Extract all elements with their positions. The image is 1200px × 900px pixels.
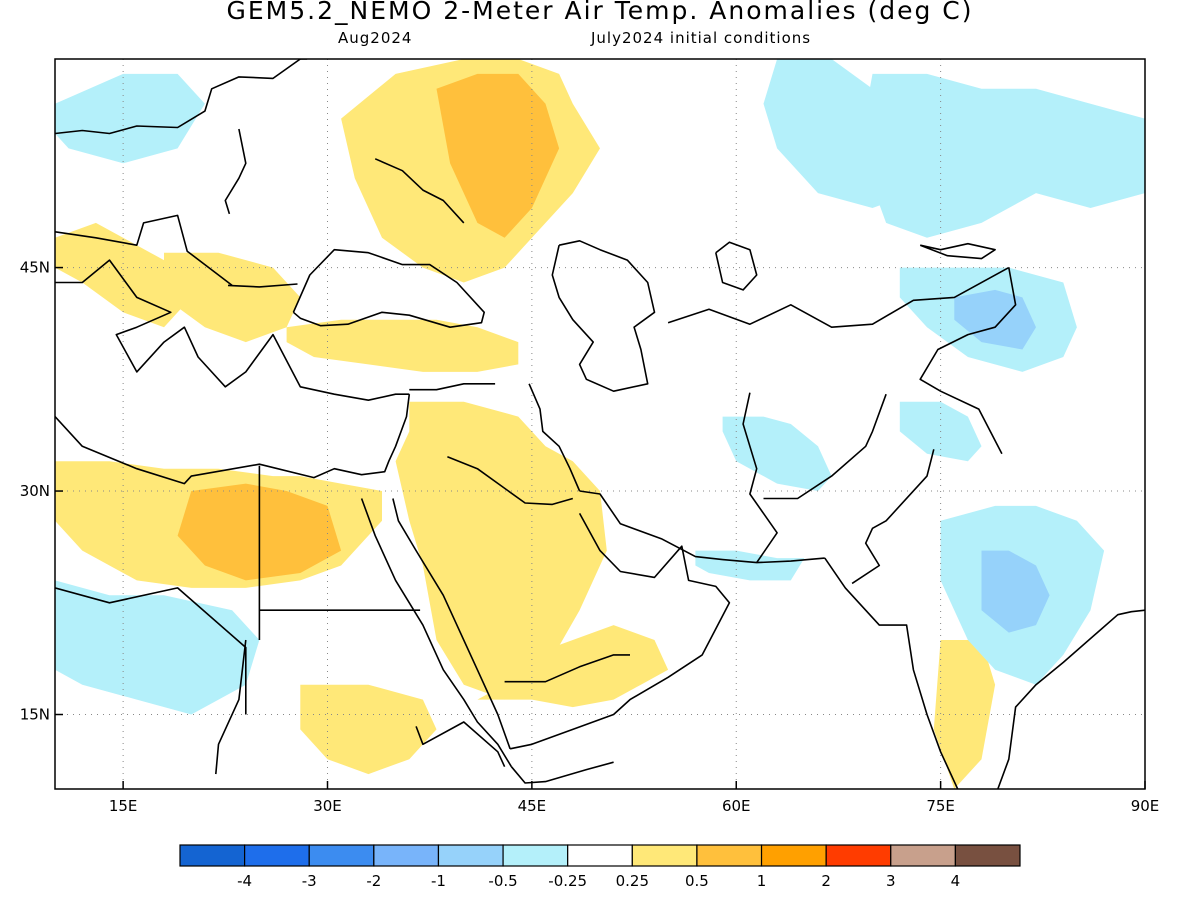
arabia-south-coast [509, 513, 731, 750]
colorbar-swatch [437, 844, 504, 867]
colorbar-label: 3 [886, 872, 896, 890]
lat-tick-label: 15N [20, 706, 50, 724]
lon-tick-label: 45E [518, 797, 547, 815]
border-poland-east [224, 128, 247, 215]
border-iraq-saudi [447, 456, 574, 506]
anomaly-region-21 [722, 416, 832, 491]
colorbar-label: 2 [821, 872, 831, 890]
lon-tick-label: 15E [109, 797, 138, 815]
red-sea-west-coast [360, 498, 513, 768]
colorbar-label: -2 [366, 872, 381, 890]
colorbar-swatch [631, 844, 698, 867]
colorbar-swatch [825, 844, 892, 867]
black-sea-coast [292, 248, 485, 328]
coastline-layer [55, 59, 1145, 789]
india-west-coast [824, 557, 959, 789]
red-sea-east-coast [392, 498, 511, 750]
anomaly-region-19 [55, 73, 205, 164]
colorbar-swatch [890, 844, 956, 867]
map-frame [54, 58, 1146, 790]
border-ukraine-russia [374, 158, 465, 224]
mediterranean-north-coast [55, 259, 410, 401]
initial-conditions-label: July2024 initial conditions [591, 29, 812, 47]
colorbar-label: -3 [302, 872, 317, 890]
anomaly-region-1 [164, 252, 301, 343]
colorbar-swatch [373, 844, 440, 867]
anomaly-region-10 [933, 640, 996, 789]
colorbar-swatch [308, 844, 375, 867]
lon-tick-label: 90E [1131, 797, 1160, 815]
border-kazakhstan-south [667, 266, 1010, 328]
anomaly-region-18 [55, 580, 260, 715]
lake-balkhash [919, 242, 996, 260]
colorbar-swatch [502, 844, 569, 867]
persian-gulf-north-coast [579, 490, 825, 564]
anomaly-region-4 [286, 319, 519, 372]
colorbar-swatch [760, 844, 827, 867]
anomaly-region-3 [436, 73, 560, 238]
longitude-axis: 15E 30E 45E 60E 75E 90E [109, 781, 1159, 815]
border-ethiopia [415, 721, 506, 768]
colorbar-legend: -4 -3 -2 -1 -0.5 -0.25 0.25 0.5 1 2 3 4 [179, 844, 1021, 890]
border-romania-bulgaria [227, 283, 298, 288]
lon-tick-label: 60E [722, 797, 751, 815]
anomaly-region-17 [981, 550, 1050, 633]
border-saudi-yemen [504, 654, 630, 683]
lon-tick-label: 75E [926, 797, 955, 815]
levant-coast [55, 394, 411, 485]
anomaly-fill-layer [55, 59, 1145, 789]
india-east-coast [996, 609, 1145, 789]
colorbar-swatch [696, 844, 763, 867]
lon-tick-label: 30E [313, 797, 342, 815]
colorbar-swatch [179, 844, 246, 867]
aral-sea-coast [715, 241, 758, 291]
colorbar-label: 0.5 [685, 872, 709, 890]
colorbar-swatch [954, 844, 1021, 867]
colorbar-label: -4 [237, 872, 252, 890]
border-libya-south [55, 587, 247, 715]
forecast-month: Aug2024 [338, 29, 413, 47]
colorbar-label: -0.5 [488, 872, 517, 890]
caspian-sea-coast [551, 240, 656, 392]
anomaly-region-5 [395, 401, 607, 700]
lat-tick-label: 45N [20, 259, 50, 277]
border-iran-east [742, 392, 778, 564]
latitude-axis: 45N 30N 15N [20, 259, 63, 724]
border-turkey-syria [409, 383, 496, 391]
anomaly-region-6 [477, 625, 669, 708]
border-sudan-chad [215, 639, 247, 775]
baltic-coast [55, 59, 308, 135]
anomaly-region-20 [695, 550, 805, 581]
border-afghanistan-pakistan [763, 393, 887, 500]
border-iran-iraq [528, 383, 581, 492]
border-china-west [919, 267, 1017, 455]
horn-of-africa-coast [510, 761, 614, 784]
map-title: GEM5.2_NEMO 2-Meter Air Temp. Anomalies … [226, 0, 974, 25]
colorbar-label: 4 [951, 872, 961, 890]
colorbar-label: -1 [431, 872, 446, 890]
anomaly-region-12 [858, 73, 1145, 238]
lat-tick-label: 30N [20, 482, 50, 500]
border-pakistan-india [851, 449, 935, 585]
anomaly-region-9 [300, 684, 437, 775]
colorbar-swatch [244, 844, 310, 867]
colorbar-label: -0.25 [548, 872, 587, 890]
colorbar-label: 1 [757, 872, 767, 890]
border-alps-balkans [55, 214, 233, 287]
colorbar-swatch [567, 844, 633, 867]
colorbar-label: 0.25 [616, 872, 649, 890]
